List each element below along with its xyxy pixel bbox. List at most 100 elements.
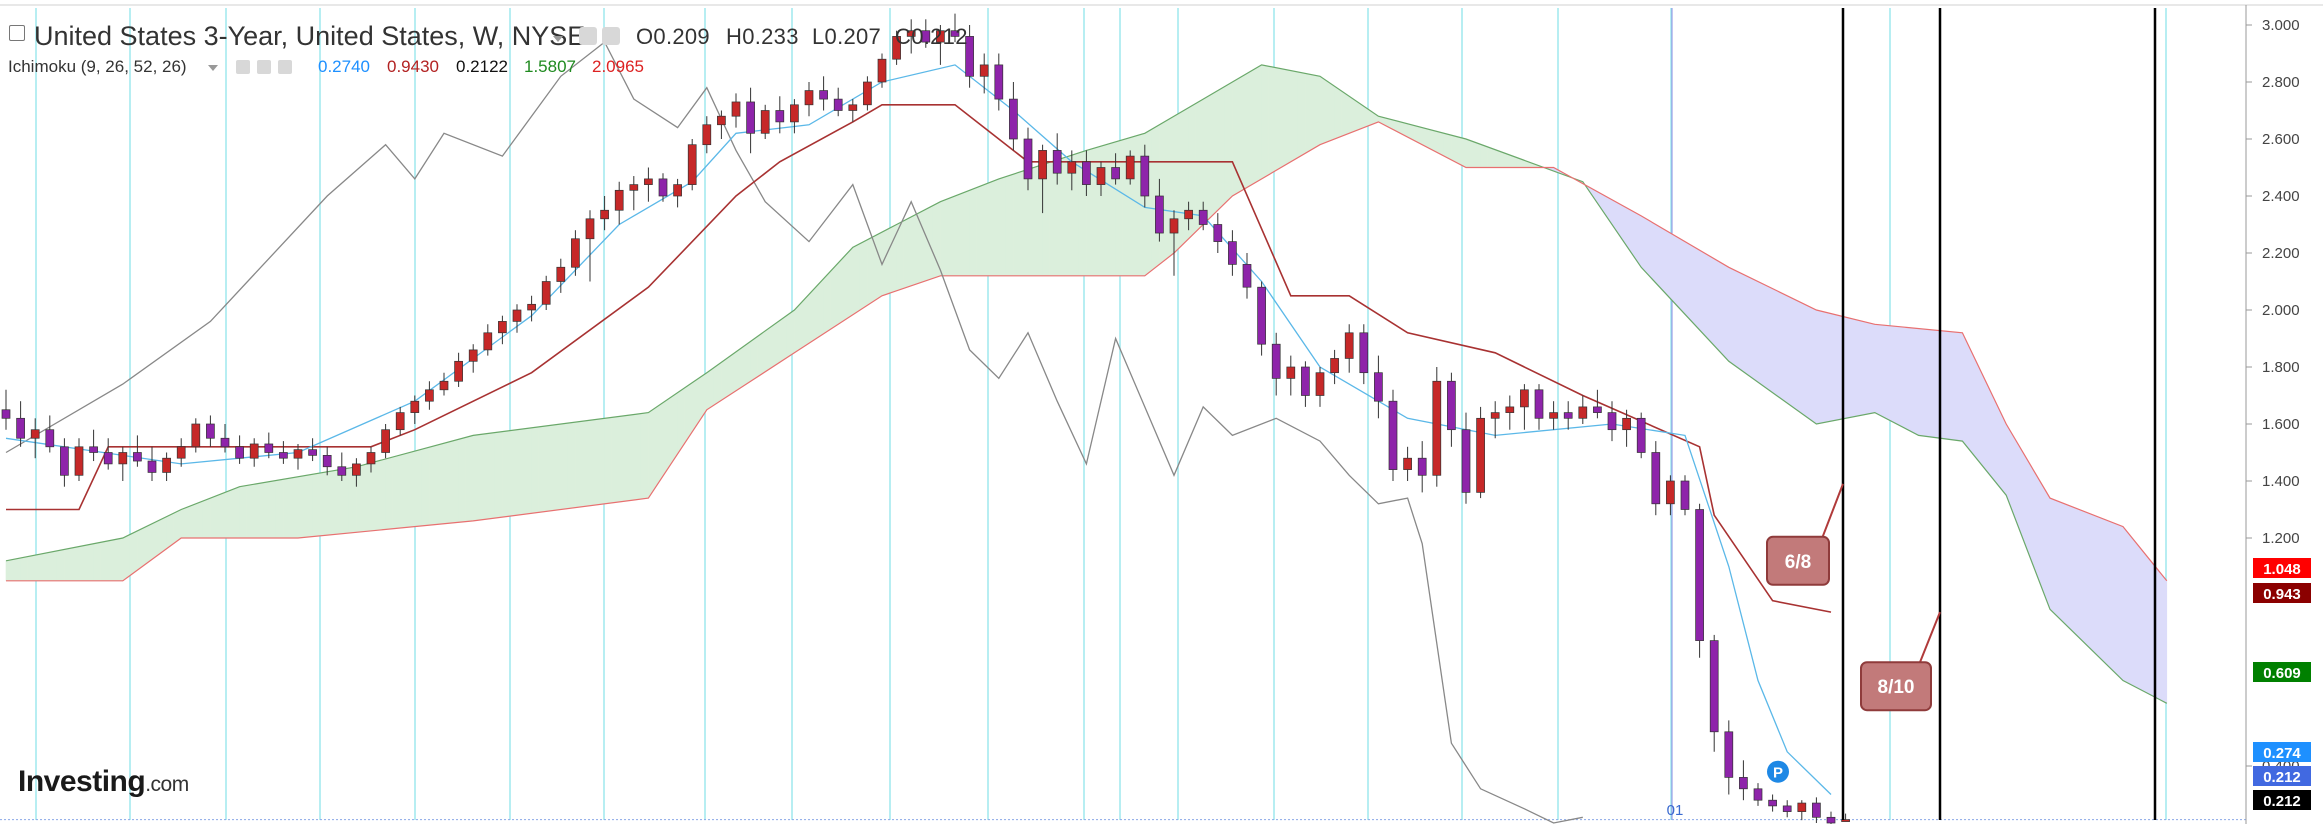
candle-body: [381, 429, 390, 453]
cloud-segment: [1115, 139, 1124, 277]
price-tag-label: 0.609: [2263, 665, 2301, 682]
candle-body: [600, 209, 609, 220]
cloud-segment: [859, 239, 868, 311]
candle-body: [658, 178, 668, 197]
cloud-segment: [1808, 305, 1817, 425]
candle-body: [1607, 412, 1617, 431]
candle-body: [1447, 380, 1456, 431]
indicator-value-chikou: 0.2122: [456, 57, 508, 76]
cloud-segment: [830, 262, 839, 330]
candle-body: [702, 124, 712, 146]
cloud-segment: [370, 460, 379, 532]
candle-body: [1797, 802, 1807, 812]
candle-body: [1593, 406, 1602, 413]
cloud-segment: [2078, 509, 2087, 646]
cloud-segment: [151, 519, 160, 560]
cloud-segment: [867, 235, 876, 306]
cloud-segment: [560, 422, 569, 510]
candle-body: [1388, 400, 1398, 470]
cloud-segment: [2086, 511, 2095, 653]
indicator-settings-icon[interactable]: [236, 60, 250, 74]
cloud-segment: [947, 195, 956, 277]
price-axis: 3.2003.0002.8002.6002.4002.2002.0001.800…: [2245, 5, 2311, 824]
candle-body: [571, 238, 580, 268]
cloud-segment: [392, 454, 401, 530]
candle-body: [1125, 155, 1135, 180]
candle-body: [1198, 209, 1208, 225]
cloud-segment: [910, 212, 919, 287]
candle-body: [45, 429, 55, 448]
cloud-segment: [1465, 138, 1474, 168]
candle-body: [60, 446, 69, 476]
cloud-segment: [64, 547, 72, 582]
candle-body: [439, 380, 449, 391]
cloud-segment: [78, 544, 87, 582]
candle-body: [1505, 406, 1515, 413]
indicator-remove-icon[interactable]: [278, 60, 292, 74]
candle-body: [629, 184, 639, 191]
indicator-dropdown-icon[interactable]: [208, 65, 218, 71]
candle-body: [585, 218, 595, 240]
camera-icon[interactable]: [602, 27, 620, 45]
cloud-segment: [1801, 302, 1810, 420]
cloud-segment: [1246, 68, 1255, 188]
candle-body: [892, 36, 901, 60]
cloud-segment: [1940, 330, 1949, 440]
cloud-segment: [1480, 143, 1489, 168]
cloud-segment: [640, 412, 649, 500]
candle-body: [1286, 366, 1296, 379]
cloud-segment: [304, 473, 313, 538]
cloud-segment: [1159, 119, 1167, 266]
cloud-segment: [1823, 311, 1832, 423]
cloud-segment: [429, 444, 438, 526]
cloud-segment: [1042, 161, 1051, 277]
cloud-segment: [56, 549, 65, 582]
candle-body: [293, 449, 303, 459]
candle-body: [279, 452, 288, 459]
cloud-segment: [509, 429, 518, 517]
cloud-segment: [742, 340, 751, 387]
cloud-segment: [1181, 107, 1189, 247]
cloud-segment: [538, 425, 547, 513]
price-tag: [2253, 558, 2311, 578]
cloud-segment: [2144, 552, 2153, 697]
cloud-segment: [801, 293, 810, 349]
candle-body: [162, 457, 171, 473]
cloud-segment: [1275, 67, 1284, 171]
settings-icon[interactable]: [579, 27, 597, 45]
candle-body: [1826, 816, 1836, 824]
kijun-sen-line: [6, 104, 1832, 613]
title-dropdown-icon[interactable]: [553, 36, 563, 42]
cloud-segment: [845, 246, 854, 321]
cloud-segment: [1699, 249, 1708, 339]
candle-body: [994, 64, 1004, 100]
candle-body: [556, 266, 566, 282]
cloud-segment: [341, 467, 350, 535]
cloud-segment: [443, 440, 452, 525]
cloud-segment: [1794, 298, 1803, 415]
collapse-icon[interactable]: [9, 25, 25, 41]
price-tag-label: 1.048: [2263, 561, 2301, 578]
cloud-segment: [436, 442, 445, 525]
cloud-segment: [1217, 85, 1226, 211]
annotation-6-8-box: [1766, 535, 1830, 586]
candle-body: [1636, 417, 1646, 453]
cloud-segment: [1779, 291, 1788, 404]
indicator-visibility-icon[interactable]: [257, 60, 271, 74]
y-tick-label: 1.400: [2262, 473, 2300, 490]
candle-body: [687, 144, 697, 185]
cloud-segment: [1487, 146, 1496, 168]
candle-body: [950, 30, 960, 37]
cloud-segment: [1677, 236, 1686, 316]
cloud-segment: [1750, 277, 1759, 383]
candle-body: [936, 30, 945, 43]
candle-body: [1155, 195, 1164, 234]
cloud-segment: [49, 550, 58, 582]
cloud-segment: [991, 178, 1000, 277]
cloud-segment: [976, 184, 985, 277]
cloud-segment: [1312, 74, 1321, 150]
cloud-segment: [545, 424, 554, 512]
cloud-segment: [246, 483, 255, 539]
price-tag: [2253, 766, 2311, 786]
